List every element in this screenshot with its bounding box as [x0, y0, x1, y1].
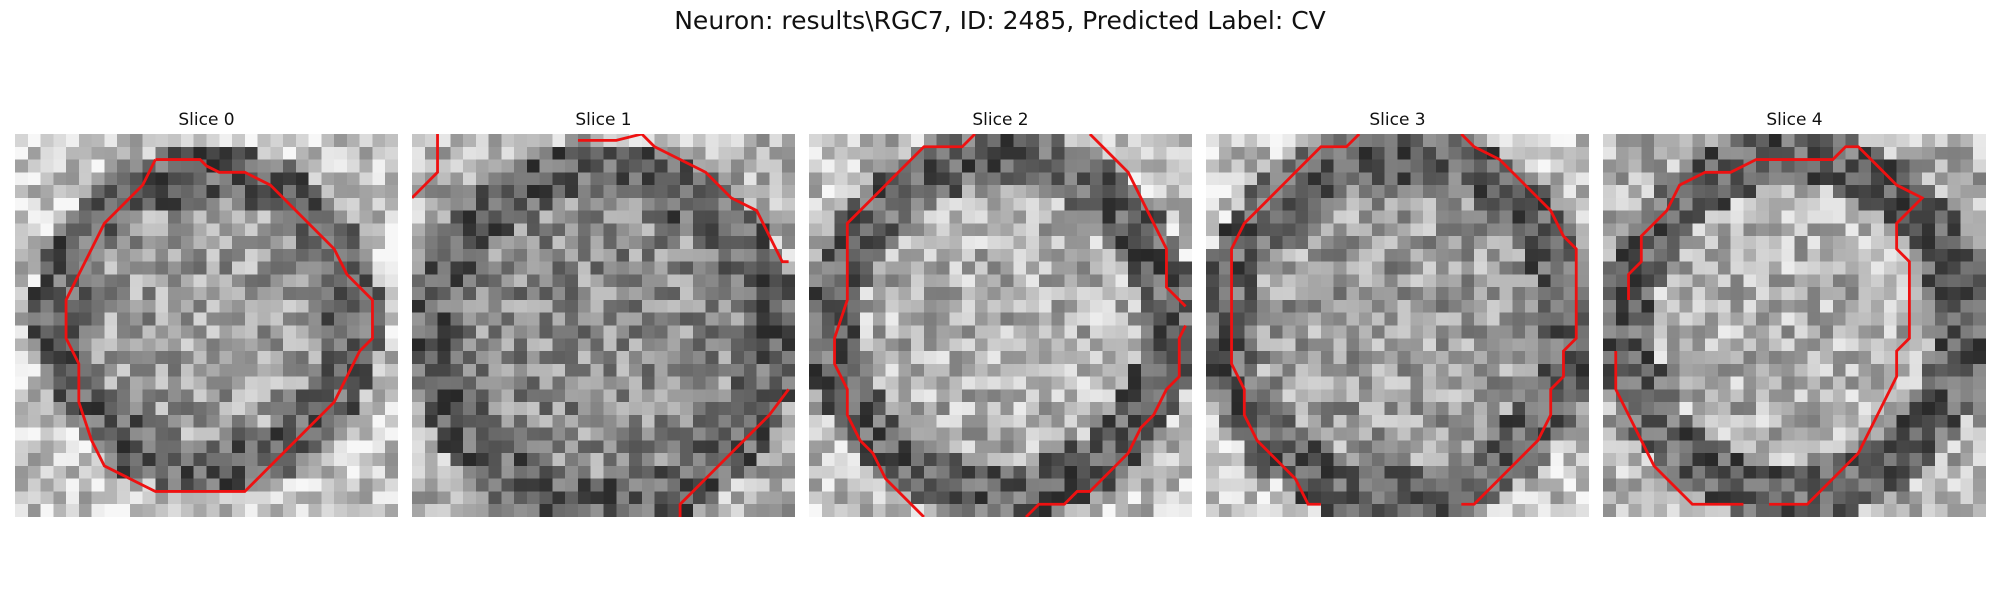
- slice-image-2: [809, 134, 1192, 517]
- figure-title: Neuron: results\RGC7, ID: 2485, Predicte…: [674, 6, 1326, 35]
- slice-panel-0: Slice 0: [15, 108, 398, 517]
- slice-panel-2: Slice 2: [809, 108, 1192, 517]
- slice-panel-3: Slice 3: [1206, 108, 1589, 517]
- contour-line: [1627, 145, 1925, 506]
- contour-line: [833, 134, 976, 517]
- contour-line: [1230, 134, 1361, 506]
- slice-image-3: [1206, 134, 1589, 517]
- slice-title-3: Slice 3: [1369, 110, 1426, 130]
- contour-line: [64, 158, 374, 493]
- slice-title-1: Slice 1: [575, 110, 632, 130]
- slice-panel-4: Slice 4: [1603, 108, 1986, 517]
- contour-line: [1460, 134, 1578, 506]
- contour-line: [1614, 351, 1744, 506]
- slice-image-4: [1603, 134, 1986, 517]
- slice-image-1: [412, 134, 795, 517]
- contour-line: [412, 134, 439, 199]
- contour-line: [1025, 324, 1187, 517]
- slice-title-2: Slice 2: [972, 110, 1029, 130]
- contour-line: [678, 388, 790, 517]
- slice-panel-1: Slice 1: [412, 108, 795, 517]
- slice-title-0: Slice 0: [178, 110, 235, 130]
- slice-title-4: Slice 4: [1766, 110, 1823, 130]
- contour-line: [1088, 134, 1187, 308]
- slice-image-0: [15, 134, 398, 517]
- contour-line: [577, 134, 789, 264]
